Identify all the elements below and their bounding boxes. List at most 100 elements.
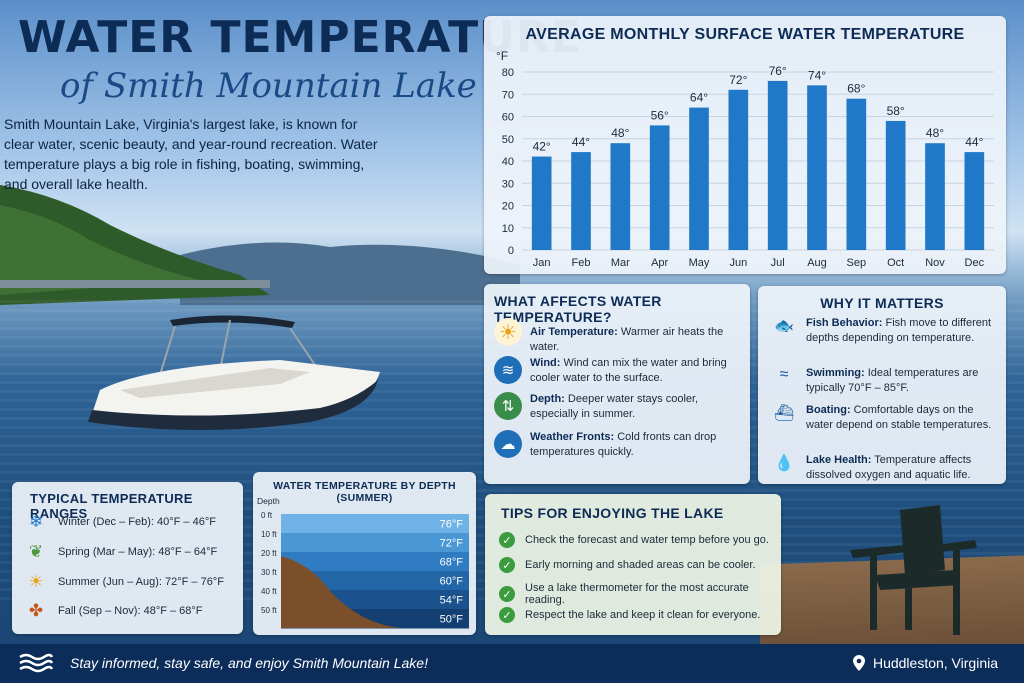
depth-tick-label: 40 ft [261, 587, 277, 596]
bar-value-label: 58° [887, 104, 905, 118]
bar [767, 80, 788, 251]
bar-value-label: 76° [769, 64, 787, 78]
x-tick-label: May [689, 257, 710, 269]
x-tick-label: Sep [847, 257, 867, 269]
shoreline-trees [0, 185, 520, 305]
check-icon: ✓ [499, 532, 515, 548]
bar-value-label: 48° [611, 126, 629, 140]
x-tick-label: Aug [807, 257, 827, 269]
range-text: Summer (Jun – Aug): 72°F – 76°F [58, 576, 224, 588]
check-icon: ✓ [499, 586, 515, 602]
maple-leaf-icon: ✤ [28, 601, 44, 620]
depth-temp-label: 68°F [440, 557, 464, 569]
matters-label: Boating: [806, 404, 851, 416]
check-icon: ✓ [499, 557, 515, 573]
chart-title: AVERAGE MONTHLY SURFACE WATER TEMPERATUR… [525, 26, 965, 43]
range-text: Winter (Dec – Feb): 40°F – 46°F [58, 516, 216, 528]
y-tick-label: 0 [508, 245, 514, 257]
x-tick-label: Apr [651, 257, 668, 269]
cloud-icon: ☁ [494, 430, 522, 458]
temperature-ranges-panel: TYPICAL TEMPERATURE RANGES ❄ Winter (Dec… [12, 482, 243, 634]
affects-text: Wind can mix the water and bring cooler … [530, 357, 727, 384]
y-tick-label: 50 [502, 134, 514, 146]
wind-icon: ≋ [494, 356, 522, 384]
bar-value-label: 56° [651, 108, 669, 122]
bar [807, 85, 827, 250]
bar [689, 107, 709, 250]
depth-tick-label: 10 ft [261, 530, 277, 539]
depth-tick-label: 50 ft [261, 606, 277, 615]
x-tick-label: Mar [611, 257, 630, 269]
tip-item: ✓ Respect the lake and keep it clean for … [499, 607, 760, 623]
x-tick-label: Jul [771, 257, 785, 269]
footer-location: Huddleston, Virginia [852, 655, 998, 671]
bar [885, 120, 906, 250]
bar [728, 89, 749, 250]
bar-value-label: 72° [729, 73, 747, 87]
footer-tagline: Stay informed, stay safe, and enjoy Smit… [70, 655, 428, 671]
y-tick-label: 60 [502, 112, 514, 124]
y-tick-label: 80 [502, 67, 514, 79]
swimmer-icon: ≈ [779, 366, 789, 383]
depth-temp-label: 50°F [440, 614, 464, 626]
affects-text: Cold fronts can drop temperatures quickl… [530, 431, 717, 458]
matters-label: Lake Health: [806, 454, 872, 466]
matters-text: Ideal temperatures are typically 70°F – … [806, 367, 979, 394]
bar [925, 143, 945, 250]
depth-tick-label: 30 ft [261, 568, 277, 577]
affects-text: Deeper water stays cooler, especially in… [530, 393, 699, 420]
affects-label: Air Temperature: [530, 326, 618, 338]
bar-value-label: 48° [926, 126, 944, 140]
intro-text: Smith Mountain Lake, Virginia's largest … [4, 116, 378, 192]
adirondack-chair [850, 505, 977, 635]
x-tick-label: Dec [965, 257, 985, 269]
tip-text: Respect the lake and keep it clean for e… [525, 609, 761, 621]
affects-label: Wind: [530, 357, 561, 369]
y-tick-label: 20 [502, 201, 514, 213]
footer-bar: Stay informed, stay safe, and enjoy Smit… [0, 644, 1024, 683]
matters-text: Fish move to different depths depending … [806, 317, 992, 344]
monthly-temperature-chart: °F 0 10 20 30 40 50 60 70 80 42° Jan 44° Feb 48° Mar 56°… [496, 49, 994, 269]
affects-text: Warmer air heats the water. [530, 326, 724, 353]
bar [649, 125, 670, 250]
bar [610, 143, 631, 250]
affects-label: Depth: [530, 393, 565, 405]
bar [964, 152, 985, 250]
matters-item: ≈ Swimming: Ideal temperatures are typic… [768, 366, 998, 395]
water-drop-icon: 💧 [774, 455, 794, 472]
range-text: Spring (Mar – May): 48°F – 64°F [58, 546, 218, 558]
x-tick-label: Feb [572, 257, 591, 269]
depth-tick-label: 0 ft [261, 511, 273, 520]
matters-text: Comfortable days on the water depend on … [806, 404, 992, 431]
x-tick-label: Nov [925, 257, 945, 269]
depth-profile-graphic: Depth 0 ft 76°F 10 ft 72°F 20 ft 68°F 30 ft 60°F… [257, 496, 469, 629]
y-axis-label: °F [496, 49, 508, 63]
check-icon: ✓ [499, 607, 515, 623]
page-subtitle: of Smith Mountain Lake [60, 66, 477, 106]
depth-temp-label: 72°F [440, 538, 464, 550]
waves-icon [19, 653, 54, 673]
matters-title: WHY IT MATTERS [820, 295, 944, 311]
affects-title: WHAT AFFECTS WATER TEMPERATURE? [494, 293, 662, 325]
bar [531, 156, 552, 250]
why-it-matters-panel: WHY IT MATTERS 🐟 Fish Behavior: Fish mov… [758, 286, 1006, 484]
tip-text: Use a lake thermometer for the most accu… [525, 582, 749, 606]
tip-item: ✓ Check the forecast and water temp befor… [499, 532, 769, 548]
fish-icon: 🐟 [774, 318, 794, 335]
lakebed [281, 556, 401, 628]
tip-item: ✓ Use a lake thermometer for the most acc… [499, 582, 781, 606]
depth-temperature-panel: Depth 0 ft 76°F 10 ft 72°F 20 ft 68°F 30 ft 60°F… [253, 472, 476, 635]
depth-temp-label: 60°F [440, 576, 464, 588]
snowflake-icon: ❄ [28, 512, 44, 531]
range-item: ❦ Spring (Mar – May): 48°F – 64°F [24, 542, 217, 562]
bar [571, 152, 591, 250]
depth-axis-label: Depth [257, 496, 280, 506]
affects-item: ☁ Weather Fronts: Cold fronts can drop t… [494, 430, 744, 460]
matters-label: Fish Behavior: [806, 317, 883, 329]
range-item: ❄ Winter (Dec – Feb): 40°F – 46°F [24, 512, 216, 532]
ranges-title: TYPICAL TEMPERATURE RANGES [30, 491, 193, 521]
sun-icon: ☀ [28, 572, 44, 591]
bar-value-label: 74° [808, 68, 826, 82]
monthly-temperature-chart-panel: °F 0 10 20 30 40 50 60 70 80 42° Jan 44° Feb 48° Mar 56°… [484, 16, 1006, 274]
